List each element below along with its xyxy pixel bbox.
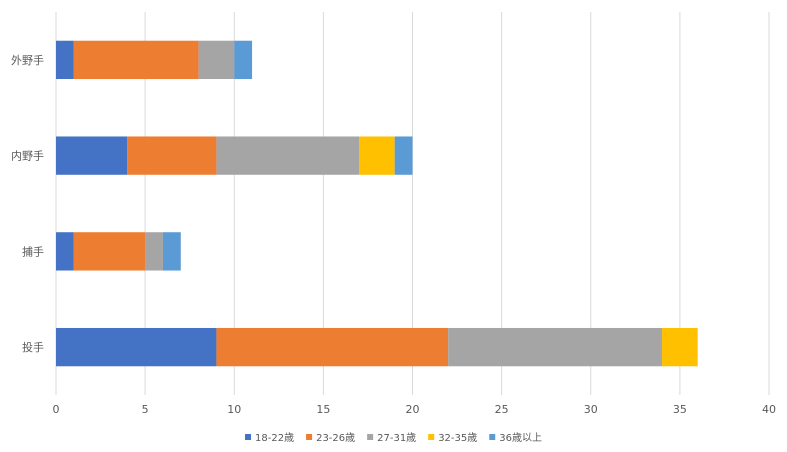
category-label: 外野手 [11, 53, 44, 67]
bar-series [56, 40, 698, 367]
category-label: 投手 [22, 340, 44, 354]
bar-segment-投手-27-31歳 [448, 327, 663, 367]
x-tick-label: 20 [406, 403, 420, 416]
bar-segment-外野手-18-22歳 [56, 40, 74, 80]
x-tick-label: 0 [53, 403, 60, 416]
x-axis-tick-labels: 0 5 10 15 20 25 30 35 40 [53, 403, 777, 416]
legend-label: 27-31歳 [377, 432, 416, 444]
x-tick-label: 25 [495, 403, 509, 416]
legend-swatch-32-35歳 [428, 434, 435, 440]
x-tick-label: 30 [584, 403, 598, 416]
bar-segment-投手-32-35歳 [662, 327, 698, 367]
category-label: 捕手 [22, 244, 44, 258]
bar-segment-捕手-36歳以上 [162, 232, 181, 271]
legend-swatch-36歳以上 [489, 434, 496, 440]
bar-segment-内野手-36歳以上 [394, 136, 413, 175]
x-tick-label: 10 [227, 403, 241, 416]
category-label: 内野手 [11, 149, 44, 163]
x-tick-label: 35 [673, 403, 687, 416]
bar-segment-内野手-27-31歳 [216, 136, 360, 175]
bar-segment-内野手-32-35歳 [359, 136, 395, 175]
legend-label: 32-35歳 [438, 432, 477, 444]
bar-segment-投手-18-22歳 [56, 327, 217, 367]
bar-segment-捕手-18-22歳 [56, 232, 74, 271]
x-tick-label: 15 [316, 403, 330, 416]
legend-label: 36歳以上 [499, 432, 542, 444]
bar-segment-内野手-23-26歳 [127, 136, 217, 175]
legend-label: 23-26歳 [316, 432, 355, 444]
bar-segment-外野手-23-26歳 [73, 40, 199, 80]
legend-swatch-27-31歳 [367, 434, 374, 440]
bar-segment-捕手-27-31歳 [145, 232, 163, 271]
bar-segment-投手-23-26歳 [216, 327, 449, 367]
bar-segment-外野手-36歳以上 [234, 40, 253, 80]
legend-swatch-23-26歳 [306, 434, 313, 440]
legend-swatch-18-22歳 [245, 434, 252, 440]
bar-segment-外野手-27-31歳 [198, 40, 235, 80]
bar-segment-捕手-23-26歳 [73, 232, 146, 271]
legend-label: 18-22歳 [255, 432, 294, 444]
x-tick-label: 5 [142, 403, 149, 416]
x-tick-label: 40 [762, 403, 776, 416]
bar-segment-内野手-18-22歳 [56, 136, 128, 175]
legend: 18-22歳 23-26歳 27-31歳 32-35歳 36歳以上 [245, 432, 542, 444]
